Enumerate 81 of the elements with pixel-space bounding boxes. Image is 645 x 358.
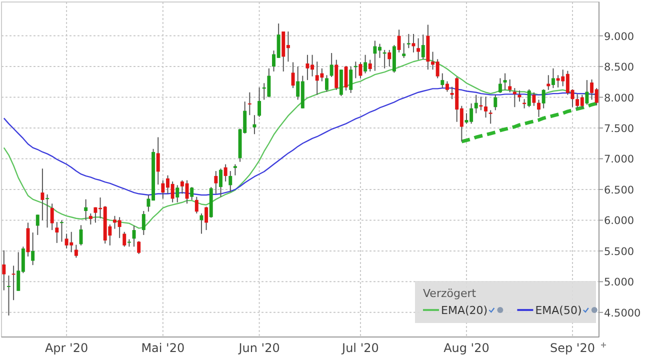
candlestick bbox=[6, 275, 10, 316]
candlestick bbox=[334, 59, 338, 90]
x-tick-label: Apr '20 bbox=[44, 341, 88, 355]
candlestick bbox=[537, 99, 540, 118]
candlestick bbox=[397, 29, 401, 53]
candlestick bbox=[2, 250, 6, 291]
candlestick bbox=[330, 52, 334, 78]
x-tick-label: Aug '20 bbox=[444, 341, 490, 355]
candlestick bbox=[40, 168, 44, 221]
candlestick bbox=[368, 59, 372, 72]
candlestick bbox=[12, 265, 16, 301]
candlestick bbox=[512, 88, 516, 108]
candlestick bbox=[445, 80, 449, 92]
candlestick bbox=[406, 33, 410, 49]
candlestick bbox=[258, 86, 262, 118]
candlestick bbox=[252, 114, 256, 135]
candlestick bbox=[200, 212, 204, 234]
x-tick-label: Jul '20 bbox=[341, 341, 379, 355]
x-tick-label: Sep '20 bbox=[550, 341, 595, 355]
candlestick bbox=[585, 80, 589, 106]
candlestick bbox=[142, 210, 146, 236]
legend-label: EMA(50) bbox=[535, 304, 582, 317]
candlestick bbox=[494, 94, 498, 111]
y-tick-label: 6.000 bbox=[604, 215, 634, 228]
candlestick bbox=[60, 220, 64, 242]
legend-label: EMA(20) bbox=[441, 304, 488, 317]
y-tick-label: 4.5000 bbox=[604, 307, 641, 320]
candlestick bbox=[176, 184, 180, 203]
y-tick-label: 7.000 bbox=[604, 154, 634, 166]
y-tick-label: 9.000 bbox=[604, 30, 634, 43]
x-tick-label: Mai '20 bbox=[141, 341, 185, 355]
candlestick bbox=[349, 66, 353, 94]
candlestick bbox=[503, 72, 507, 90]
candlestick bbox=[358, 62, 362, 79]
legend-title: Verzögert bbox=[423, 287, 477, 300]
candlestick bbox=[488, 110, 492, 124]
candlestick bbox=[122, 231, 126, 248]
candlestick bbox=[474, 94, 478, 114]
candlestick bbox=[84, 198, 88, 221]
candlestick bbox=[325, 74, 328, 92]
candlestick bbox=[228, 170, 232, 192]
candlestick bbox=[412, 33, 416, 53]
x-tick-label: Jun '20 bbox=[238, 341, 280, 355]
y-tick-label: 5.000 bbox=[604, 276, 634, 289]
candlestick bbox=[388, 49, 392, 68]
y-tick-label: 8.500 bbox=[604, 62, 634, 74]
candlestick bbox=[137, 240, 141, 255]
candlestick bbox=[364, 54, 368, 74]
candlestick bbox=[156, 136, 160, 186]
candlestick bbox=[440, 72, 444, 89]
y-tick-label: 5.500 bbox=[604, 246, 634, 258]
candlestick bbox=[498, 78, 502, 94]
candlestick bbox=[224, 164, 228, 182]
candlestick bbox=[214, 170, 218, 194]
candlestick bbox=[551, 68, 555, 89]
candlestick bbox=[190, 186, 194, 200]
y-tick-label: 6.500 bbox=[604, 184, 634, 196]
candlestick bbox=[532, 92, 536, 106]
candlestick bbox=[204, 206, 208, 231]
candlestick bbox=[219, 168, 222, 198]
candlestick bbox=[194, 196, 198, 214]
candlestick bbox=[50, 203, 54, 231]
candlestick bbox=[46, 194, 50, 228]
candlestick bbox=[402, 42, 406, 58]
candlestick bbox=[484, 96, 488, 118]
candlestick bbox=[344, 65, 348, 92]
candlestick bbox=[31, 232, 35, 266]
candlestick bbox=[527, 88, 531, 108]
candlestick bbox=[508, 78, 512, 93]
y-tick-label: 7.500 bbox=[604, 123, 634, 136]
candlestick bbox=[291, 62, 295, 89]
y-tick-label: 8.000 bbox=[604, 92, 634, 104]
candlestick bbox=[416, 38, 420, 60]
candlestick bbox=[74, 244, 78, 258]
candlestick bbox=[55, 222, 59, 244]
candlestick bbox=[421, 34, 425, 60]
candlestick bbox=[233, 164, 237, 176]
candlestick bbox=[88, 212, 92, 226]
candlestick bbox=[36, 214, 40, 236]
candlestick bbox=[248, 92, 252, 116]
candlestick bbox=[542, 88, 546, 109]
